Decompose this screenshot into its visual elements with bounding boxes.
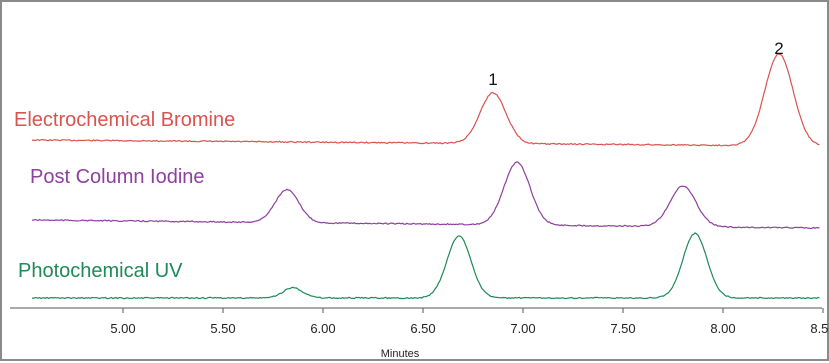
trace-post-column-iodine <box>31 161 820 230</box>
x-axis-title: Minutes <box>381 348 420 360</box>
x-tick-label: 5.00 <box>110 321 135 336</box>
peak-label-group: 1 2 3 4 <box>488 39 783 89</box>
x-tick-label: 5.50 <box>210 321 235 336</box>
series-label-photochemical-uv: Photochemical UV <box>18 260 183 282</box>
trace-electrochemical-bromine <box>31 53 820 147</box>
x-tick-label: 7.50 <box>610 321 635 336</box>
x-tick-label: 6.50 <box>410 321 435 336</box>
series-label-post-column-iodine: Post Column Iodine <box>30 166 205 188</box>
x-tick-label: 6.00 <box>310 321 335 336</box>
x-tick-label: 7.00 <box>510 321 535 336</box>
x-tick-group: 5.005.506.006.507.007.508.008.509.009.50… <box>110 308 829 336</box>
x-tick-label: 8.50 <box>810 321 829 336</box>
peak-label-2: 2 <box>774 39 783 58</box>
series-label-electrochemical-bromine: Electrochemical Bromine <box>14 109 235 131</box>
peak-label-1: 1 <box>488 70 497 89</box>
x-tick-label: 8.00 <box>710 321 735 336</box>
trace-photochemical-uv <box>31 232 820 300</box>
trace-group <box>31 53 820 300</box>
